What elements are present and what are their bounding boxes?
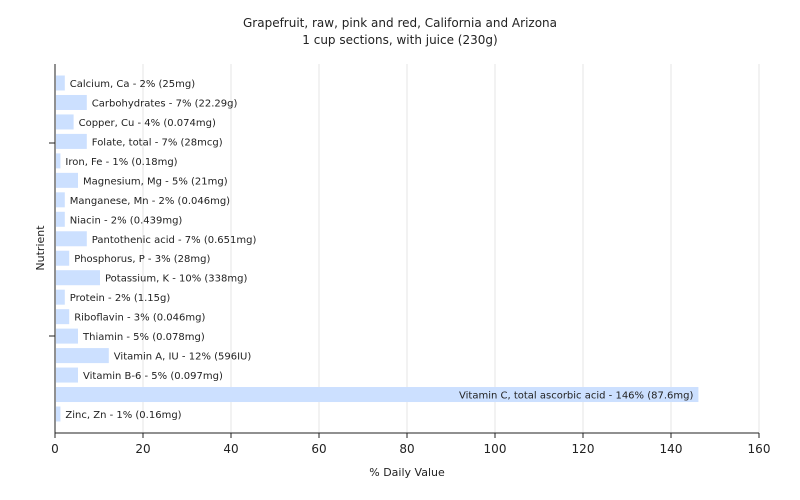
x-tick-label: 0 [51,442,59,456]
bar [56,309,70,325]
chart-title: Grapefruit, raw, pink and red, Californi… [243,16,557,30]
bar-label: Zinc, Zn - 1% (0.16mg) [65,410,181,421]
bar [56,231,87,247]
x-tick-label: 60 [311,442,326,456]
x-tick-label: 140 [660,442,683,456]
bar [56,406,61,422]
bar [56,75,65,91]
bar [56,114,74,130]
bar-label: Thiamin - 5% (0.078mg) [82,332,205,343]
bar-label: Protein - 2% (1.15g) [70,293,171,304]
bar [56,192,65,208]
bar [56,289,65,305]
bar [56,133,87,149]
bar [56,367,78,383]
bar-label: Carbohydrates - 7% (22.29g) [92,98,238,109]
bar [56,348,109,364]
bar-label: Vitamin A, IU - 12% (596IU) [114,352,252,363]
bar [56,172,78,188]
bar [56,328,78,344]
axes: 0 20 40 60 80 100 120 140 160 [49,64,770,456]
bar-label: Pantothenic acid - 7% (0.651mg) [92,235,257,246]
x-tick-label: 40 [223,442,238,456]
bar [56,153,61,169]
bar-label: Magnesium, Mg - 5% (21mg) [83,176,228,187]
bar [56,250,70,266]
x-tick-label: 80 [399,442,414,456]
x-tick-label: 20 [135,442,150,456]
bar-label: Iron, Fe - 1% (0.18mg) [65,157,177,168]
x-axis-title: % Daily Value [369,466,445,479]
bar [56,94,87,110]
bar-label: Niacin - 2% (0.439mg) [70,215,183,226]
bar-label: Potassium, K - 10% (338mg) [105,274,247,285]
bar-label: Vitamin B-6 - 5% (0.097mg) [83,371,223,382]
bar-label: Calcium, Ca - 2% (25mg) [70,79,195,90]
x-tick-label: 160 [748,442,771,456]
bar [56,211,65,227]
bar [56,270,100,286]
bar-label: Riboflavin - 3% (0.046mg) [74,313,205,324]
bar-labels: Calcium, Ca - 2% (25mg) Carbohydrates - 7… [65,79,693,421]
bar-label: Vitamin C, total ascorbic acid - 146% (8… [459,391,693,402]
bar [56,387,699,403]
bars [56,75,699,422]
chart-subtitle: 1 cup sections, with juice (230g) [302,33,497,47]
y-axis-title: Nutrient [34,225,47,271]
bar-label: Phosphorus, P - 3% (28mg) [74,254,210,265]
bar-label: Copper, Cu - 4% (0.074mg) [79,118,216,129]
gridlines [142,64,760,433]
x-tick-label: 120 [572,442,595,456]
bar-label: Folate, total - 7% (28mcg) [92,137,223,148]
x-tick-label: 100 [484,442,507,456]
bar-label: Manganese, Mn - 2% (0.046mg) [70,196,230,207]
